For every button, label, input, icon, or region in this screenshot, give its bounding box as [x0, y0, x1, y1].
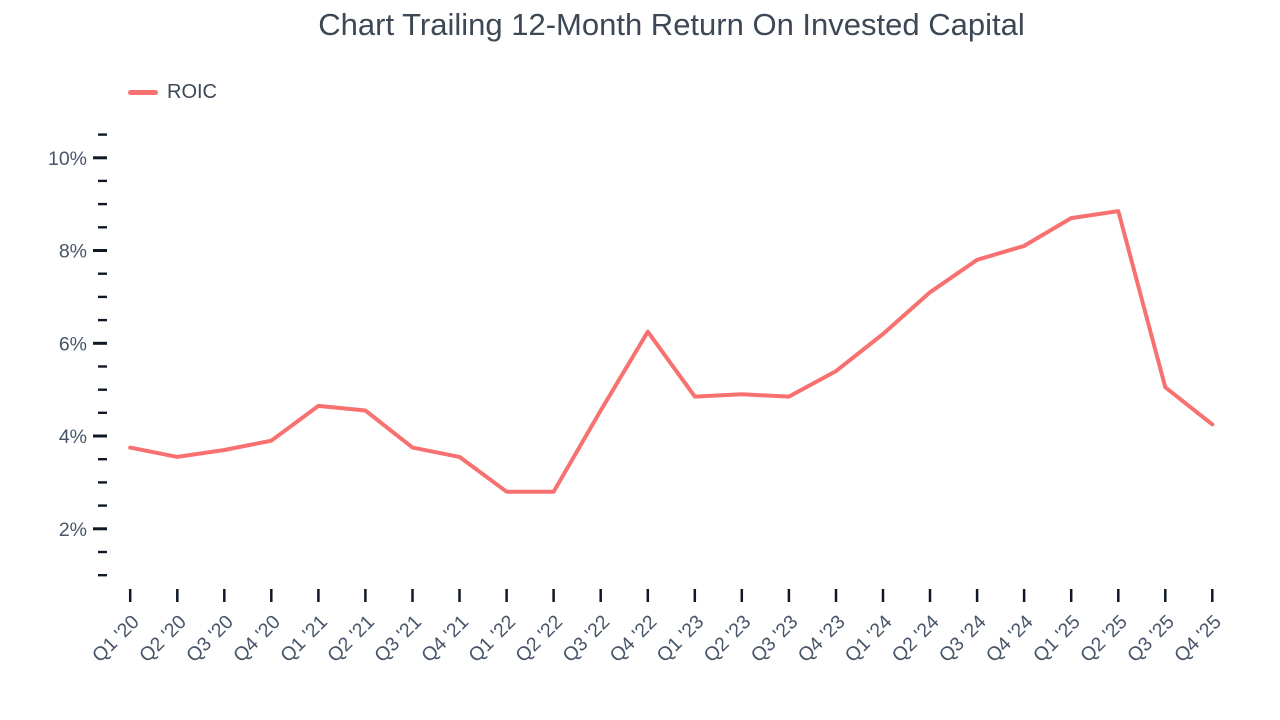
y-axis-label: 8% — [59, 241, 87, 263]
y-axis-label: 2% — [59, 519, 87, 541]
x-axis-label: Q1 '23 — [653, 611, 709, 667]
roic-series-line — [128, 209, 1215, 494]
x-axis-label: Q4 '24 — [982, 611, 1038, 667]
y-axis-label: 6% — [59, 333, 87, 355]
x-axis-label: Q4 '21 — [417, 611, 473, 667]
x-axis-label: Q4 '23 — [794, 611, 850, 667]
x-axis-label: Q4 '20 — [229, 611, 285, 667]
legend-line-swatch — [128, 89, 158, 95]
legend[interactable]: ROIC — [128, 80, 217, 104]
chart-title: Chart Trailing 12-Month Return On Invest… — [318, 7, 1025, 42]
x-axis-label: Q2 '25 — [1076, 611, 1132, 667]
x-axis-label: Q2 '22 — [511, 611, 567, 667]
x-axis-label: Q3 '24 — [935, 611, 991, 667]
x-axis-label: Q3 '25 — [1123, 611, 1179, 667]
x-axis-label: Q4 '25 — [1170, 611, 1226, 667]
x-axis-label: Q2 '23 — [700, 611, 756, 667]
x-axis-label: Q1 '25 — [1029, 611, 1085, 667]
y-axis-label: 10% — [48, 148, 87, 170]
x-axis-label: Q1 '21 — [276, 611, 332, 667]
x-axis-label: Q4 '22 — [606, 611, 662, 667]
x-axis-label: Q1 '20 — [88, 611, 144, 667]
x-axis-label: Q3 '20 — [182, 611, 238, 667]
x-axis-label: Q1 '24 — [841, 611, 897, 667]
legend-label: ROIC — [167, 80, 217, 103]
x-axis-label: Q1 '22 — [464, 611, 520, 667]
y-axis-label: 4% — [59, 426, 87, 448]
x-axis-label: Q3 '22 — [558, 611, 614, 667]
x-axis-label: Q3 '21 — [370, 611, 426, 667]
x-axis-label: Q2 '24 — [888, 611, 944, 667]
x-axis-label: Q3 '23 — [747, 611, 803, 667]
x-axis-label: Q2 '20 — [135, 611, 191, 667]
x-axis-label: Q2 '21 — [323, 611, 379, 667]
